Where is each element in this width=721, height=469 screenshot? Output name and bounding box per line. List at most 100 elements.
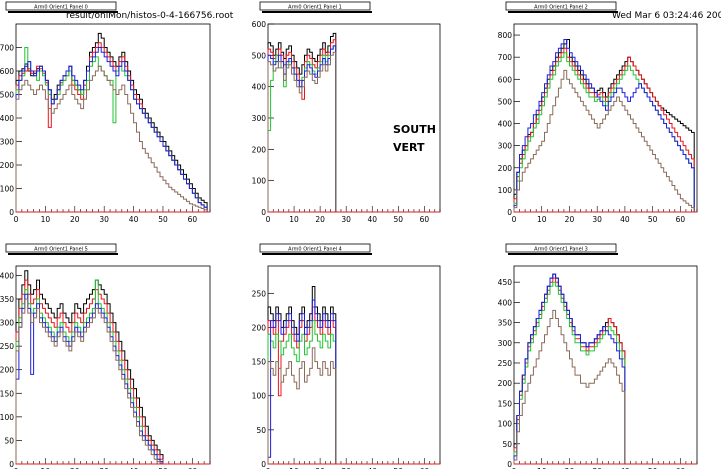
y-tick-label: 250	[252, 289, 267, 298]
x-tick-label: 40	[367, 215, 377, 224]
panel-2: Arm0 Orient1 Panel 201002003004005006007…	[498, 1, 698, 224]
x-tick-label: 20	[315, 467, 325, 469]
x-tick-label: 30	[341, 467, 351, 469]
y-tick-label: 400	[498, 120, 513, 129]
y-tick-label: 50	[4, 436, 14, 445]
y-tick-label: 0	[9, 460, 14, 469]
panel-title-box	[259, 243, 371, 253]
series-brown	[513, 69, 695, 212]
x-tick-label: 60	[188, 467, 198, 469]
x-tick-label: 0	[266, 215, 271, 224]
series-red	[267, 306, 337, 464]
y-tick-label: 300	[252, 114, 267, 123]
x-tick-label: 30	[341, 215, 351, 224]
file-path-label: result/onlMon/histos-0-4-166756.root	[66, 11, 234, 21]
y-tick-label: 700	[498, 53, 513, 62]
x-tick-label: 10	[41, 215, 51, 224]
x-tick-label: 50	[394, 215, 404, 224]
y-tick-label: 300	[0, 138, 14, 147]
x-tick-label: 60	[676, 467, 686, 469]
x-tick-label: 10	[537, 467, 547, 469]
y-tick-label: 150	[0, 389, 14, 398]
panel-title-box	[505, 243, 617, 253]
x-tick-label: 50	[394, 467, 404, 469]
x-tick-label: 0	[512, 467, 517, 469]
series-brown	[267, 347, 337, 464]
x-tick-label: 50	[648, 215, 658, 224]
y-tick-label: 100	[0, 413, 14, 422]
y-tick-label: 300	[498, 339, 513, 348]
series-red	[15, 42, 208, 212]
y-tick-label: 100	[498, 420, 513, 429]
series-black	[513, 273, 626, 464]
series-green	[513, 52, 695, 212]
series-green	[267, 320, 337, 464]
series-brown	[513, 309, 626, 464]
x-tick-label: 20	[565, 215, 575, 224]
y-tick-label: 400	[252, 83, 267, 92]
y-tick-label: 200	[498, 164, 513, 173]
x-tick-label: 30	[592, 467, 602, 469]
panel-title: Arm0 Orient1 Panel 0	[34, 5, 88, 11]
panel-0: Arm0 Orient1 Panel 001002003004005006007…	[0, 1, 211, 224]
y-tick-label: 500	[498, 97, 513, 106]
x-tick-label: 10	[41, 467, 51, 469]
y-tick-label: 350	[0, 295, 14, 304]
annotation-south: SOUTH	[393, 123, 436, 136]
y-tick-label: 250	[0, 342, 14, 351]
plot-frame	[267, 265, 441, 465]
panel-title: Arm0 Orient1 Panel 2	[534, 5, 588, 11]
y-tick-label: 100	[252, 392, 267, 401]
x-tick-label: 0	[512, 215, 517, 224]
panel-title-box	[5, 243, 117, 253]
panel-3: Arm0 Orient1 Panel 505010015020025030035…	[0, 243, 211, 469]
series-blue	[267, 45, 337, 212]
y-tick-label: 400	[0, 271, 14, 280]
x-tick-label: 60	[420, 467, 430, 469]
y-tick-label: 100	[498, 186, 513, 195]
x-tick-label: 40	[129, 467, 139, 469]
y-tick-label: 250	[498, 359, 513, 368]
x-tick-label: 40	[367, 467, 377, 469]
series-brown	[15, 65, 208, 212]
y-tick-label: 800	[498, 31, 513, 40]
panel-title: Arm0 Orient1 Panel 3	[534, 247, 588, 253]
y-tick-label: 350	[498, 319, 513, 328]
y-tick-label: 50	[256, 426, 266, 435]
y-tick-label: 0	[261, 460, 266, 469]
x-tick-label: 0	[14, 467, 19, 469]
x-tick-label: 20	[315, 215, 325, 224]
panel-title-box	[505, 1, 617, 11]
series-green	[15, 47, 208, 212]
y-tick-label: 500	[252, 51, 267, 60]
x-tick-label: 40	[620, 467, 630, 469]
series-black	[267, 286, 337, 464]
panel-title-box	[5, 1, 117, 11]
x-tick-label: 20	[565, 467, 575, 469]
annotation-vert: VERT	[393, 141, 425, 154]
x-tick-label: 30	[592, 215, 602, 224]
x-tick-label: 20	[70, 467, 80, 469]
series-black	[15, 270, 164, 464]
x-tick-label: 10	[289, 215, 299, 224]
x-tick-label: 50	[158, 215, 168, 224]
y-tick-label: 0	[261, 208, 266, 217]
y-tick-label: 700	[0, 44, 14, 53]
plot-frame	[15, 265, 211, 465]
x-tick-label: 50	[158, 467, 168, 469]
x-tick-label: 30	[99, 215, 109, 224]
y-tick-label: 600	[0, 67, 14, 76]
y-tick-label: 100	[0, 185, 14, 194]
series-blue	[15, 47, 208, 212]
panel-1: Arm0 Orient1 Panel 1 0 100 200 300 400 500 600 0…	[252, 1, 441, 224]
panel-title-box	[259, 1, 371, 11]
y-tick-label: 150	[498, 399, 513, 408]
series-black	[15, 32, 208, 212]
y-tick-label: 150	[252, 358, 267, 367]
y-tick-label: 300	[498, 142, 513, 151]
x-tick-label: 60	[188, 215, 198, 224]
series-blue	[513, 39, 695, 212]
series-black	[513, 39, 695, 212]
y-tick-label: 200	[0, 161, 14, 170]
